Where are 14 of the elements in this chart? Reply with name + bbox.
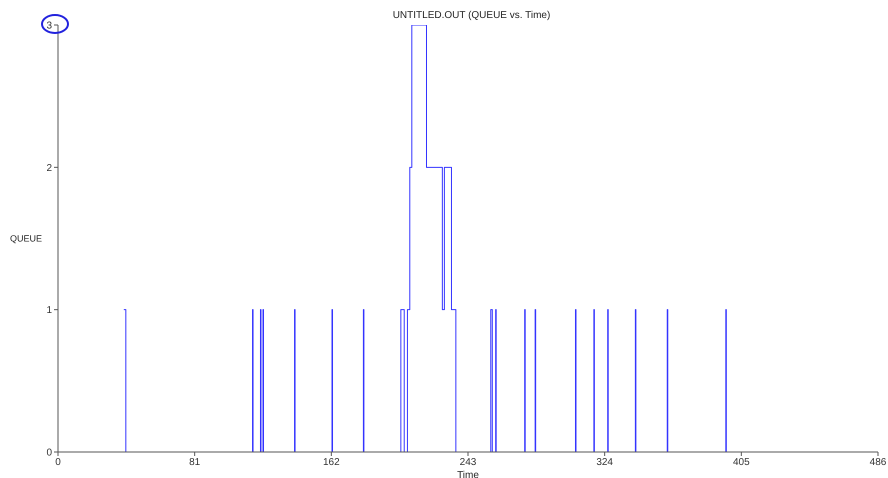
x-tick-label: 0 — [55, 457, 62, 468]
x-axis-title: Time — [457, 470, 480, 478]
y-tick-label: 3 — [46, 20, 52, 32]
x-tick-label: 162 — [322, 457, 340, 468]
x-tick-label: 81 — [189, 457, 201, 468]
x-tick-label: 324 — [596, 457, 614, 468]
y-axis-title: QUEUE — [10, 234, 42, 244]
chart-title: UNTITLED.OUT (QUEUE vs. Time) — [392, 10, 552, 21]
x-tick-label: 486 — [870, 457, 887, 468]
y-tick-label: 2 — [46, 162, 52, 174]
y-tick-label: 0 — [46, 448, 52, 459]
x-tick-label: 243 — [460, 457, 477, 468]
y-tick-label: 1 — [46, 305, 52, 316]
x-tick-label: 405 — [732, 457, 750, 468]
